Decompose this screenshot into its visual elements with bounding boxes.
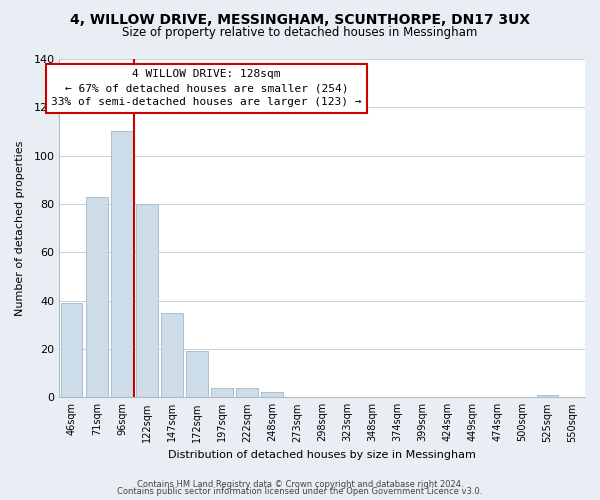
Bar	[537, 395, 558, 398]
Text: 4 WILLOW DRIVE: 128sqm
← 67% of detached houses are smaller (254)
33% of semi-de: 4 WILLOW DRIVE: 128sqm ← 67% of detached…	[51, 69, 362, 107]
Bar	[161, 312, 182, 398]
Bar	[136, 204, 158, 398]
Bar	[236, 388, 258, 398]
Text: 4, WILLOW DRIVE, MESSINGHAM, SCUNTHORPE, DN17 3UX: 4, WILLOW DRIVE, MESSINGHAM, SCUNTHORPE,…	[70, 12, 530, 26]
Bar	[262, 392, 283, 398]
Bar	[211, 388, 233, 398]
Bar	[86, 196, 107, 398]
Text: Size of property relative to detached houses in Messingham: Size of property relative to detached ho…	[122, 26, 478, 39]
Text: Contains public sector information licensed under the Open Government Licence v3: Contains public sector information licen…	[118, 487, 482, 496]
Bar	[111, 132, 133, 398]
X-axis label: Distribution of detached houses by size in Messingham: Distribution of detached houses by size …	[168, 450, 476, 460]
Text: Contains HM Land Registry data © Crown copyright and database right 2024.: Contains HM Land Registry data © Crown c…	[137, 480, 463, 489]
Bar	[187, 352, 208, 398]
Y-axis label: Number of detached properties: Number of detached properties	[15, 140, 25, 316]
Bar	[61, 303, 82, 398]
